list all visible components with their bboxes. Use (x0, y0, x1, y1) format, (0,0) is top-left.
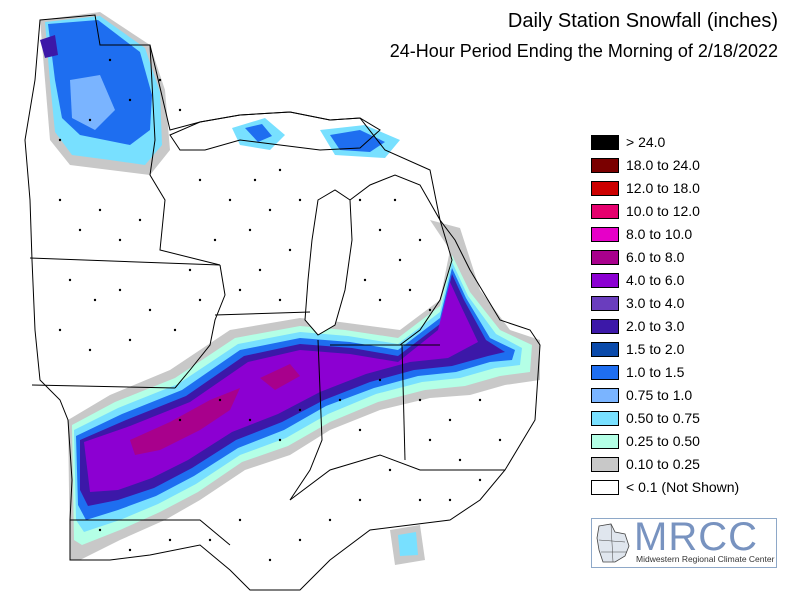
legend-swatch (591, 227, 619, 242)
legend-swatch (591, 296, 619, 311)
logo-subtitle: Midwestern Regional Climate Center (636, 554, 775, 564)
legend-label: 0.50 to 0.75 (626, 410, 700, 426)
map-subtitle: 24-Hour Period Ending the Morning of 2/1… (389, 41, 778, 61)
legend-swatch (591, 342, 619, 357)
logo-name: MRCC (634, 515, 758, 559)
legend-swatch (591, 273, 619, 288)
lake-michigan (304, 189, 353, 336)
legend-swatch (591, 457, 619, 472)
legend-label: 12.0 to 18.0 (626, 180, 700, 196)
legend-swatch (591, 365, 619, 380)
legend-swatch (591, 480, 619, 495)
map-title: Daily Station Snowfall (inches) (507, 10, 778, 32)
legend-swatch (591, 388, 619, 403)
mrcc-logo: MRCC Midwestern Regional Climate Center (591, 515, 777, 568)
legend-item: 4.0 to 6.0 (590, 270, 780, 293)
region-outline (24, 14, 541, 591)
station-dots (58, 58, 502, 562)
legend-item: 1.0 to 1.5 (590, 362, 780, 385)
legend-swatch (591, 135, 619, 150)
legend-item: > 24.0 (590, 132, 780, 155)
legend-item: 0.10 to 0.25 (590, 454, 780, 477)
legend-swatch (591, 319, 619, 334)
legend-label: 18.0 to 24.0 (626, 157, 700, 173)
legend-swatch (591, 250, 619, 265)
legend-label: 0.25 to 0.50 (626, 433, 700, 449)
legend-item: 0.75 to 1.0 (590, 385, 780, 408)
legend-label: 0.10 to 0.25 (626, 456, 700, 472)
legend-label: 6.0 to 8.0 (626, 249, 685, 265)
snowfall-shading (40, 12, 540, 565)
state-borders (24, 14, 541, 591)
legend-item: 3.0 to 4.0 (590, 293, 780, 316)
legend-item: 1.5 to 2.0 (590, 339, 780, 362)
legend-label: < 0.1 (Not Shown) (626, 479, 740, 495)
legend: > 24.0 18.0 to 24.0 12.0 to 18.0 10.0 to 12… (590, 132, 780, 500)
legend-label: > 24.0 (626, 134, 666, 150)
midwest-map-icon (596, 523, 630, 563)
legend-label: 0.75 to 1.0 (626, 387, 693, 403)
legend-item: < 0.1 (Not Shown) (590, 477, 780, 500)
legend-item: 6.0 to 8.0 (590, 247, 780, 270)
legend-swatch (591, 411, 619, 426)
legend-swatch (591, 204, 619, 219)
legend-swatch (591, 181, 619, 196)
legend-item: 0.25 to 0.50 (590, 431, 780, 454)
legend-item: 18.0 to 24.0 (590, 155, 780, 178)
legend-label: 10.0 to 12.0 (626, 203, 700, 219)
legend-label: 8.0 to 10.0 (626, 226, 693, 242)
legend-label: 4.0 to 6.0 (626, 272, 685, 288)
legend-label: 1.0 to 1.5 (626, 364, 685, 380)
legend-label: 1.5 to 2.0 (626, 341, 685, 357)
legend-item: 10.0 to 12.0 (590, 201, 780, 224)
legend-swatch (591, 158, 619, 173)
legend-item: 8.0 to 10.0 (590, 224, 780, 247)
legend-item: 0.50 to 0.75 (590, 408, 780, 431)
legend-swatch (591, 434, 619, 449)
legend-label: 3.0 to 4.0 (626, 295, 685, 311)
legend-label: 2.0 to 3.0 (626, 318, 685, 334)
legend-item: 12.0 to 18.0 (590, 178, 780, 201)
legend-item: 2.0 to 3.0 (590, 316, 780, 339)
